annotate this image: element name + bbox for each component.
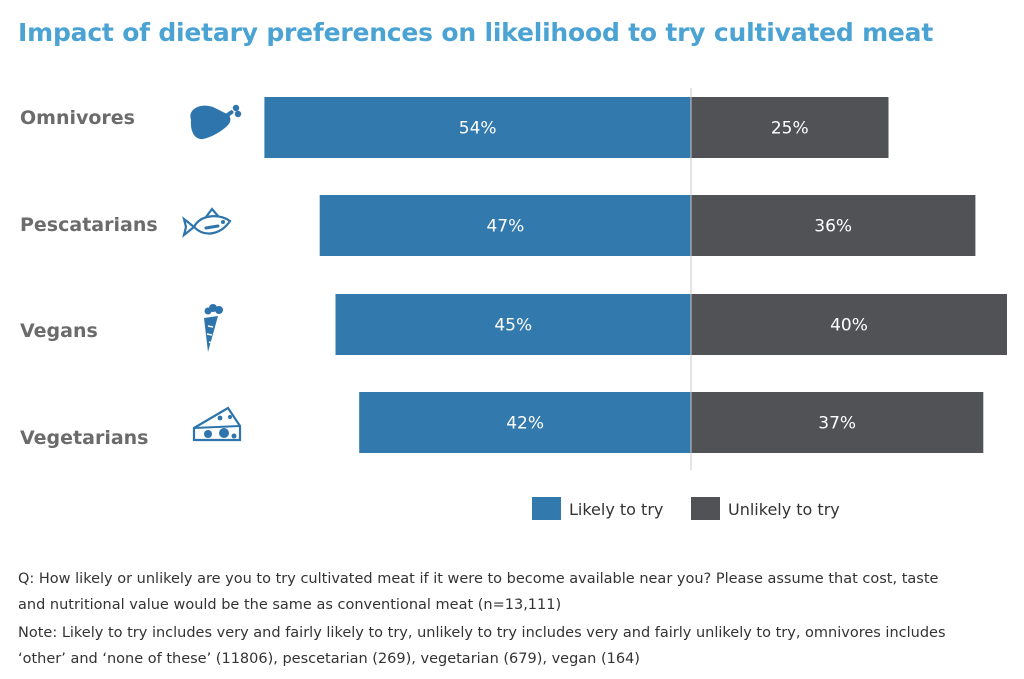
- meat-icon: [190, 104, 242, 140]
- footnote-question-line-2: and nutritional value would be the same …: [18, 597, 562, 613]
- bar-unlikely-vegetarians: [691, 392, 984, 453]
- data-label-likely-vegans: 45%: [494, 316, 532, 336]
- data-label-unlikely-pescatarians: 36%: [814, 217, 852, 237]
- bar-likely-omnivores: [264, 97, 691, 158]
- category-label-pescatarians: Pescatarians: [20, 214, 158, 236]
- bar-likely-vegetarians: [359, 392, 691, 453]
- footnote-note-line-2: ‘other’ and ‘none of these’ (11806), pes…: [18, 651, 640, 667]
- data-label-unlikely-vegetarians: 37%: [818, 414, 856, 434]
- bar-likely-vegans: [335, 294, 691, 355]
- data-label-likely-vegetarians: 42%: [506, 414, 544, 434]
- bar-unlikely-omnivores: [691, 97, 889, 158]
- bar-unlikely-pescatarians: [691, 195, 976, 256]
- legend-swatch-unlikely: [691, 497, 720, 520]
- bar-likely-pescatarians: [319, 195, 691, 256]
- footnote-note-line-1: Note: Likely to try includes very and fa…: [18, 625, 946, 641]
- chart: Omnivores 54% 25% Pescatarians 47% 36% Vegans 4…: [20, 88, 1007, 520]
- legend-label-likely: Likely to try: [569, 500, 663, 519]
- data-label-likely-omnivores: 54%: [459, 119, 497, 139]
- chart-title: Impact of dietary preferences on likelih…: [18, 18, 934, 47]
- data-label-unlikely-omnivores: 25%: [771, 119, 809, 139]
- category-label-vegans: Vegans: [20, 320, 98, 342]
- cheese-icon: [192, 406, 242, 442]
- bar-unlikely-vegans: [691, 294, 1007, 355]
- carrot-icon: [204, 304, 223, 352]
- data-label-likely-pescatarians: 47%: [486, 217, 524, 237]
- legend-label-unlikely: Unlikely to try: [728, 500, 840, 519]
- legend-swatch-likely: [532, 497, 561, 520]
- data-label-unlikely-vegans: 40%: [830, 316, 868, 336]
- category-label-omnivores: Omnivores: [20, 107, 135, 129]
- category-label-vegetarians: Vegetarians: [20, 427, 148, 449]
- footnote-question-line-1: Q: How likely or unlikely are you to try…: [18, 571, 939, 587]
- fish-icon: [182, 207, 232, 238]
